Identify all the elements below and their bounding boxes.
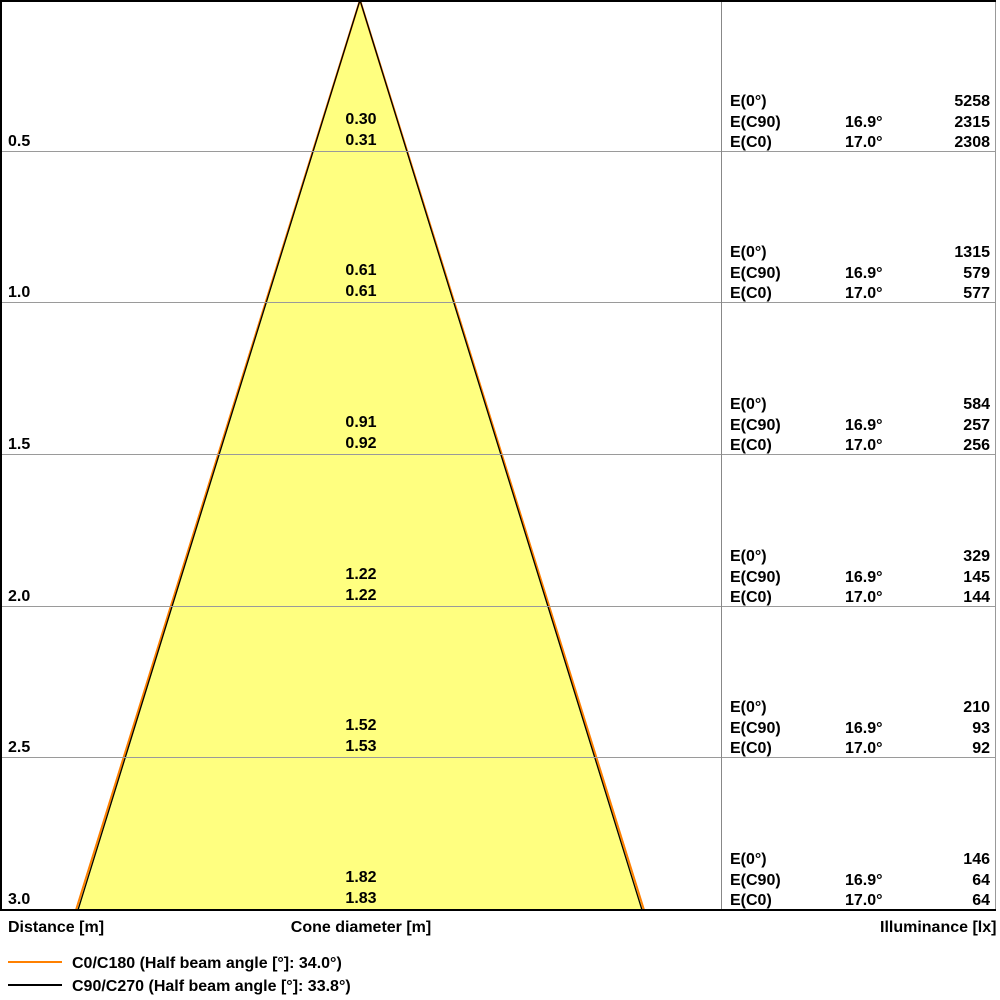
half-beam-angle: 16.9° bbox=[845, 720, 883, 737]
cone-diameter-upper-value: 0.30 bbox=[345, 111, 377, 128]
illuminance-row-label: E(C0) bbox=[730, 437, 772, 454]
axis-label-distance: Distance [m] bbox=[8, 919, 105, 936]
illuminance-row-label: E(0°) bbox=[730, 851, 767, 868]
chart-border-top bbox=[0, 0, 996, 2]
illuminance-row-label: E(C0) bbox=[730, 892, 772, 909]
illuminance-row-label: E(0°) bbox=[730, 699, 767, 716]
illuminance-row-label: E(0°) bbox=[730, 396, 767, 413]
cone-diameter-upper-value: 1.52 bbox=[345, 717, 377, 734]
illuminance-row-label: E(C0) bbox=[730, 134, 772, 151]
gridline-0-5m bbox=[2, 151, 995, 152]
half-beam-angle: 17.0° bbox=[845, 285, 883, 302]
illuminance-value: 2308 bbox=[954, 134, 990, 151]
axis-label-cone-diameter: Cone diameter [m] bbox=[290, 919, 432, 936]
illuminance-row-label: E(C90) bbox=[730, 720, 781, 737]
cone-fill bbox=[76, 0, 644, 910]
half-beam-angle: 17.0° bbox=[845, 134, 883, 151]
illuminance-value: 64 bbox=[972, 872, 990, 889]
illuminance-value: 64 bbox=[972, 892, 990, 909]
illuminance-value: 146 bbox=[963, 851, 990, 868]
axis-label-illuminance: Illuminance [lx] bbox=[880, 919, 997, 936]
legend-c90-c270-swatch bbox=[8, 984, 62, 986]
cone-diameter-lower-value: 1.53 bbox=[345, 738, 377, 755]
distance-label: 1.5 bbox=[8, 436, 31, 453]
illuminance-row-label: E(C0) bbox=[730, 285, 772, 302]
half-beam-angle: 16.9° bbox=[845, 417, 883, 434]
illuminance-row-label: E(0°) bbox=[730, 548, 767, 565]
half-beam-angle: 16.9° bbox=[845, 265, 883, 282]
illuminance-value: 210 bbox=[963, 699, 990, 716]
cone-diameter-upper-value: 0.91 bbox=[345, 414, 377, 431]
distance-label: 2.0 bbox=[8, 588, 31, 605]
illuminance-value: 584 bbox=[963, 396, 990, 413]
illuminance-value: 144 bbox=[963, 589, 990, 606]
illuminance-value: 93 bbox=[972, 720, 990, 737]
illuminance-value: 329 bbox=[963, 548, 990, 565]
half-beam-angle: 16.9° bbox=[845, 114, 883, 131]
illuminance-value: 577 bbox=[963, 285, 990, 302]
distance-label: 1.0 bbox=[8, 284, 31, 301]
illuminance-row-label: E(C0) bbox=[730, 740, 772, 757]
distance-label: 3.0 bbox=[8, 891, 31, 908]
chart-border-right bbox=[995, 0, 996, 911]
chart-border-left bbox=[0, 0, 2, 911]
panel-divider bbox=[721, 0, 722, 909]
illuminance-row-label: E(0°) bbox=[730, 244, 767, 261]
half-beam-angle: 17.0° bbox=[845, 437, 883, 454]
cone-diameter-upper-value: 1.82 bbox=[345, 869, 377, 886]
cone-diameter-lower-value: 0.61 bbox=[345, 283, 377, 300]
illuminance-value: 579 bbox=[963, 265, 990, 282]
half-beam-angle: 17.0° bbox=[845, 740, 883, 757]
illuminance-value: 256 bbox=[963, 437, 990, 454]
legend-c90-c270-label: C90/C270 (Half beam angle [°]: 33.8°) bbox=[72, 978, 351, 995]
illuminance-value: 145 bbox=[963, 569, 990, 586]
chart-border-bottom bbox=[0, 909, 996, 911]
illuminance-row-label: E(C90) bbox=[730, 114, 781, 131]
illuminance-value: 2315 bbox=[954, 114, 990, 131]
legend-c0-c180-label: C0/C180 (Half beam angle [°]: 34.0°) bbox=[72, 955, 342, 972]
illuminance-row-label: E(C90) bbox=[730, 872, 781, 889]
distance-label: 2.5 bbox=[8, 739, 31, 756]
cone-diameter-lower-value: 1.22 bbox=[345, 587, 377, 604]
cone-diameter-upper-value: 0.61 bbox=[345, 262, 377, 279]
cone-diameter-upper-value: 1.22 bbox=[345, 566, 377, 583]
cone-diameter-lower-value: 1.83 bbox=[345, 890, 377, 907]
cone-diameter-lower-value: 0.92 bbox=[345, 435, 377, 452]
illuminance-value: 5258 bbox=[954, 93, 990, 110]
gridline-2-0m bbox=[2, 606, 995, 607]
half-beam-angle: 17.0° bbox=[845, 589, 883, 606]
half-beam-angle: 16.9° bbox=[845, 872, 883, 889]
gridline-1-5m bbox=[2, 454, 995, 455]
illuminance-value: 1315 bbox=[954, 244, 990, 261]
illuminance-row-label: E(0°) bbox=[730, 93, 767, 110]
gridline-1-0m bbox=[2, 302, 995, 303]
illuminance-row-label: E(C90) bbox=[730, 417, 781, 434]
cone-diameter-lower-value: 0.31 bbox=[345, 132, 377, 149]
half-beam-angle: 17.0° bbox=[845, 892, 883, 909]
illuminance-row-label: E(C0) bbox=[730, 589, 772, 606]
distance-label: 0.5 bbox=[8, 133, 31, 150]
legend-c0-c180-swatch bbox=[8, 961, 62, 963]
half-beam-angle: 16.9° bbox=[845, 569, 883, 586]
illuminance-value: 92 bbox=[972, 740, 990, 757]
illuminance-row-label: E(C90) bbox=[730, 569, 781, 586]
illuminance-row-label: E(C90) bbox=[730, 265, 781, 282]
illuminance-value: 257 bbox=[963, 417, 990, 434]
gridline-2-5m bbox=[2, 757, 995, 758]
